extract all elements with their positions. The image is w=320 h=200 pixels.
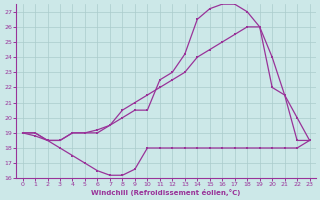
X-axis label: Windchill (Refroidissement éolien,°C): Windchill (Refroidissement éolien,°C): [92, 189, 241, 196]
